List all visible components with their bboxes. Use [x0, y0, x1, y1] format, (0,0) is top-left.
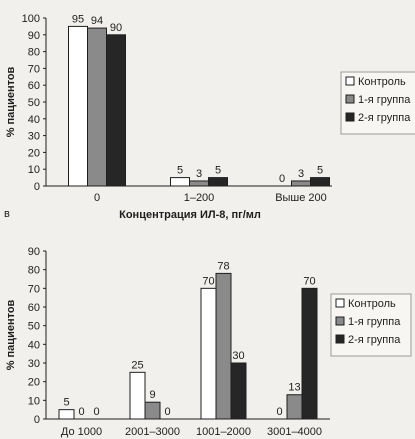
- legend-swatch-1-я-группа: [345, 94, 355, 104]
- y-tick-label: 80: [28, 265, 40, 277]
- data-label: 3: [196, 168, 202, 180]
- y-tick-label: 50: [28, 97, 40, 109]
- bar-1-я-группа-0: [87, 27, 107, 187]
- y-tick-label: 50: [28, 321, 40, 333]
- data-label: 5: [63, 397, 69, 409]
- data-label: 9: [149, 389, 155, 401]
- x-tick-label-3001-4000: 3001–4000: [267, 426, 322, 438]
- bar-контроль-0: [68, 25, 88, 187]
- data-label: 0: [276, 406, 282, 418]
- legend: Контроль 1-я группа 2-я группа: [330, 293, 412, 357]
- legend-swatch-контроль: [345, 76, 355, 86]
- data-label: 70: [202, 275, 214, 287]
- y-tick-label: 40: [28, 339, 40, 351]
- data-label: 5: [317, 165, 323, 177]
- data-label: 13: [288, 382, 300, 394]
- y-tick-label: 10: [28, 164, 40, 176]
- y-tick-label: 80: [28, 47, 40, 59]
- bar-2-я-группа-0: [106, 34, 126, 187]
- x-tick-label-1001-2000: 1001–2000: [196, 426, 251, 438]
- x-tick-label-0: 0: [94, 192, 100, 204]
- bar-1-я-группа-3001-4000: [286, 394, 303, 420]
- y-tick-label: 90: [28, 30, 40, 42]
- legend-label-контроль: Контроль: [348, 298, 396, 310]
- legend-label-контроль: Контроль: [358, 76, 406, 88]
- legend-swatch-2-я-группа: [345, 112, 355, 122]
- data-label: 70: [303, 275, 315, 287]
- x-axis-title: Концентрация ИЛ-8, пг/мл: [119, 209, 261, 221]
- y-tick-label: 90: [28, 246, 40, 258]
- y-tick-label: 20: [28, 377, 40, 389]
- y-tick-label: 30: [28, 358, 40, 370]
- legend-label-1-я-группа: 1-я группа: [348, 316, 401, 328]
- y-tick-label: 0: [34, 181, 40, 193]
- data-label: 90: [110, 22, 122, 34]
- x-tick-label-до-1000: До 1000: [61, 426, 102, 438]
- data-label: 78: [217, 260, 229, 272]
- bar-2-я-группа-1-200: [208, 177, 228, 187]
- y-tick-label: 10: [28, 395, 40, 407]
- data-label: 3: [298, 168, 304, 180]
- legend-swatch-2-я-группа: [335, 334, 345, 344]
- x-tick-label-выше-200: Выше 200: [275, 192, 327, 204]
- y-tick-label: 70: [28, 283, 40, 295]
- y-tick-label: 60: [28, 302, 40, 314]
- bar-1-я-группа-1001-2000: [215, 272, 232, 420]
- bar-контроль-2001-3000: [129, 371, 146, 420]
- data-label: 95: [72, 13, 84, 25]
- bar-контроль-1-200: [170, 177, 190, 187]
- y-tick-label: 70: [28, 63, 40, 75]
- legend: Контроль 1-я группа 2-я группа: [340, 71, 415, 135]
- data-label: 5: [177, 165, 183, 177]
- y-tick-label: 100: [22, 13, 40, 25]
- y-axis-title: % пациентов: [5, 299, 17, 370]
- y-tick-label: 30: [28, 131, 40, 143]
- y-tick-label: 20: [28, 147, 40, 159]
- bar-1-я-группа-1-200: [189, 180, 209, 187]
- data-label: 0: [78, 406, 84, 418]
- legend-label-1-я-группа: 1-я группа: [358, 94, 411, 106]
- data-label: 25: [131, 359, 143, 371]
- bar-1-я-группа-2001-3000: [144, 401, 161, 420]
- data-label: 5: [215, 165, 221, 177]
- y-axis-title: % пациентов: [5, 66, 17, 137]
- legend-label-2-я-группа: 2-я группа: [348, 334, 401, 346]
- data-label: 0: [164, 406, 170, 418]
- panel-mark: в: [4, 208, 10, 220]
- x-tick-label-2001-3000: 2001–3000: [125, 426, 180, 438]
- bar-2-я-группа-выше-200: [310, 177, 330, 187]
- legend-label-2-я-группа: 2-я группа: [358, 112, 411, 124]
- y-tick-label: 0: [34, 414, 40, 426]
- data-label: 0: [93, 406, 99, 418]
- bar-2-я-группа-1001-2000: [230, 362, 247, 420]
- legend-swatch-контроль: [335, 298, 345, 308]
- data-label: 30: [232, 350, 244, 362]
- data-label: 94: [91, 15, 103, 27]
- x-tick-label-1-200: 1–200: [184, 192, 215, 204]
- data-label: 0: [279, 173, 285, 185]
- bar-контроль-до-1000: [58, 409, 75, 420]
- bar-контроль-1001-2000: [200, 287, 217, 420]
- bar-2-я-группа-3001-4000: [301, 287, 318, 420]
- legend-swatch-1-я-группа: [335, 316, 345, 326]
- y-tick-label: 40: [28, 114, 40, 126]
- bar-1-я-группа-выше-200: [291, 180, 311, 187]
- y-tick-label: 60: [28, 80, 40, 92]
